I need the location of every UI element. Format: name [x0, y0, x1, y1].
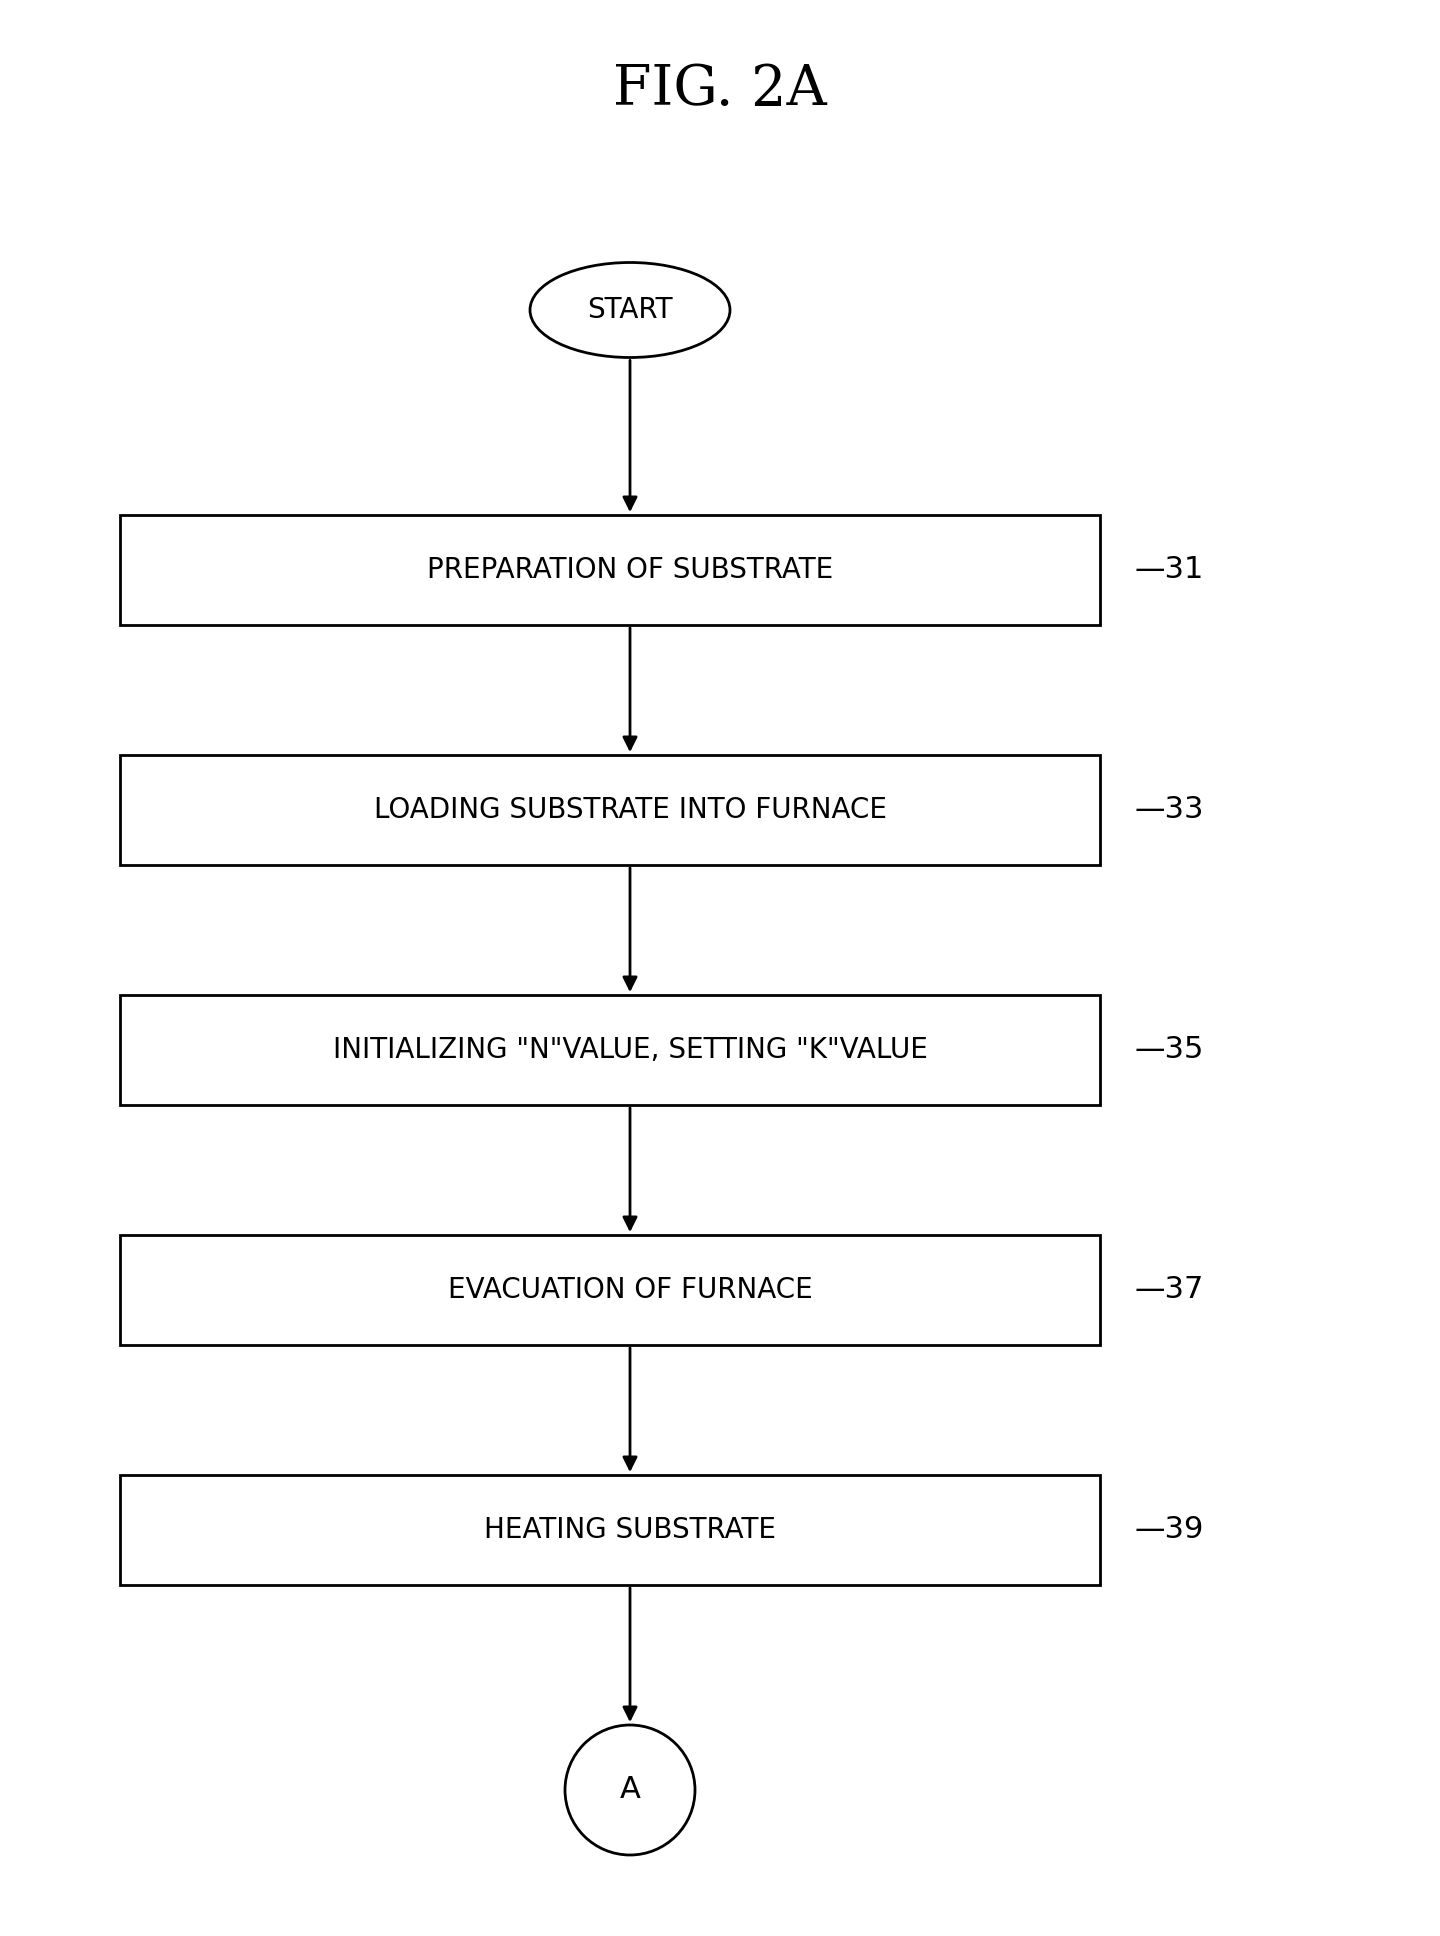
Bar: [120, 1235, 1100, 1346]
Text: FIG. 2A: FIG. 2A: [613, 62, 827, 118]
Text: EVACUATION OF FURNACE: EVACUATION OF FURNACE: [448, 1276, 812, 1305]
Ellipse shape: [530, 263, 730, 358]
Bar: [120, 995, 1100, 1105]
Text: PREPARATION OF SUBSTRATE: PREPARATION OF SUBSTRATE: [426, 556, 834, 585]
Text: INITIALIZING "N"VALUE, SETTING "K"VALUE: INITIALIZING "N"VALUE, SETTING "K"VALUE: [333, 1036, 927, 1065]
Text: A: A: [619, 1775, 641, 1804]
Text: HEATING SUBSTRATE: HEATING SUBSTRATE: [484, 1516, 776, 1545]
Bar: [120, 1475, 1100, 1586]
Bar: [120, 755, 1100, 865]
Text: —37: —37: [1135, 1276, 1204, 1305]
Text: —31: —31: [1135, 556, 1204, 585]
Circle shape: [564, 1725, 696, 1855]
Bar: [120, 515, 1100, 625]
Text: LOADING SUBSTRATE INTO FURNACE: LOADING SUBSTRATE INTO FURNACE: [373, 796, 887, 825]
Text: —33: —33: [1135, 796, 1204, 825]
Text: —35: —35: [1135, 1036, 1204, 1065]
Text: START: START: [588, 296, 672, 323]
Text: —39: —39: [1135, 1516, 1204, 1545]
